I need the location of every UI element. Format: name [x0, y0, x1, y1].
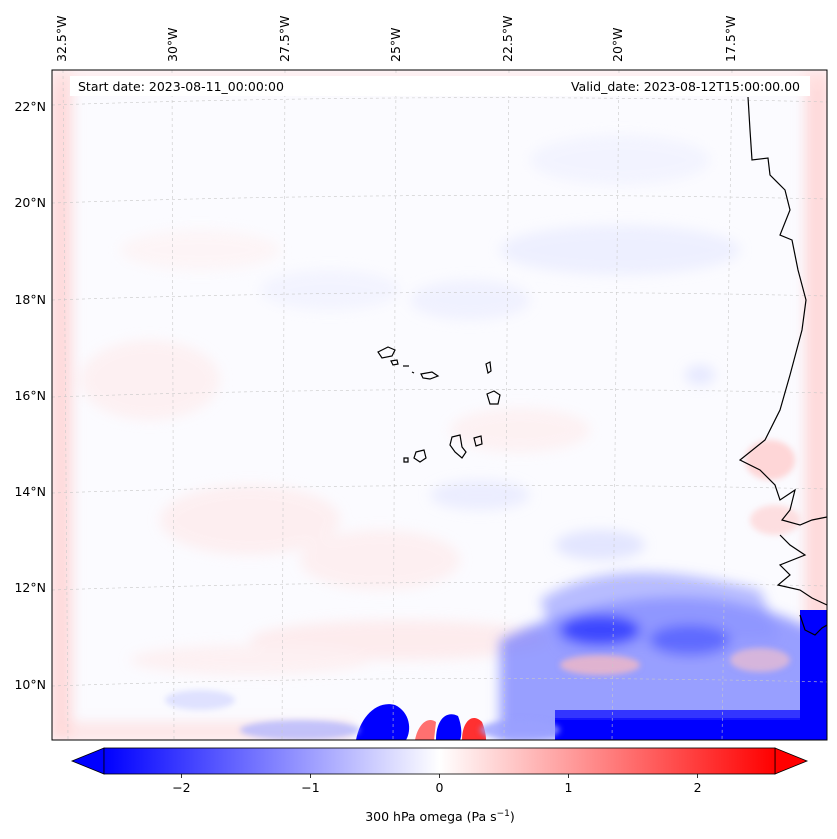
coastline: [738, 96, 827, 636]
colorbar-max-extend: [774, 747, 809, 775]
colorbar-tick-label: 2: [694, 780, 702, 795]
colorbar-tick-label: −1: [301, 780, 319, 795]
colorbar-label: 300 hPa omega (Pa s−1): [365, 809, 515, 824]
longitude-labels: 32.5°W 30°W 27.5°W 25°W 22.5°W 20°W 17.5…: [54, 16, 738, 62]
lon-label: 25°W: [388, 27, 403, 62]
lat-label: 10°N: [14, 677, 46, 692]
map-frame: [51, 69, 828, 741]
boundary-frame: [52, 70, 827, 740]
lat-label: 14°N: [14, 484, 46, 499]
colorbar-gradient: [103, 747, 776, 775]
colorbar-tick-label: −2: [172, 780, 190, 795]
lat-label: 22°N: [14, 99, 46, 114]
omega-saturated: [356, 610, 827, 740]
lon-label: 32.5°W: [54, 16, 69, 62]
latitude-labels: 22°N 20°N 18°N 16°N 14°N 12°N 10°N: [14, 99, 46, 692]
lon-label: 17.5°W: [723, 16, 738, 62]
colorbar-ticks: −2 −1 0 1 2: [172, 774, 702, 795]
lat-label: 12°N: [14, 580, 46, 595]
lat-label: 16°N: [14, 388, 46, 403]
omega-field: [52, 70, 827, 740]
lat-label: 18°N: [14, 292, 46, 307]
colorbar-tick-label: 1: [565, 780, 573, 795]
lon-label: 20°W: [610, 27, 625, 62]
graticule: [52, 70, 827, 740]
start-date-label: Start date: 2023-08-11_00:00:00: [78, 79, 284, 94]
header-box: [70, 76, 810, 96]
omega-strong-negative: [500, 572, 827, 740]
map-panel: Start date: 2023-08-11_00:00:00 Valid_da…: [14, 16, 828, 741]
omega-light-patches: [80, 135, 740, 675]
omega-bottom-mixed: [165, 440, 800, 740]
cape-verde-islands: [377, 346, 501, 463]
colorbar-tick-label: 0: [436, 780, 444, 795]
lon-label: 22.5°W: [500, 16, 515, 62]
colorbar-min-extend: [70, 747, 105, 775]
colorbar: −2 −1 0 1 2 300 hPa omega (Pa s−1): [70, 747, 809, 824]
valid-date-label: Valid_date: 2023-08-12T15:00:00.00: [571, 79, 800, 94]
lon-label: 30°W: [165, 27, 180, 62]
lon-label: 27.5°W: [277, 16, 292, 62]
lat-label: 20°N: [14, 195, 46, 210]
